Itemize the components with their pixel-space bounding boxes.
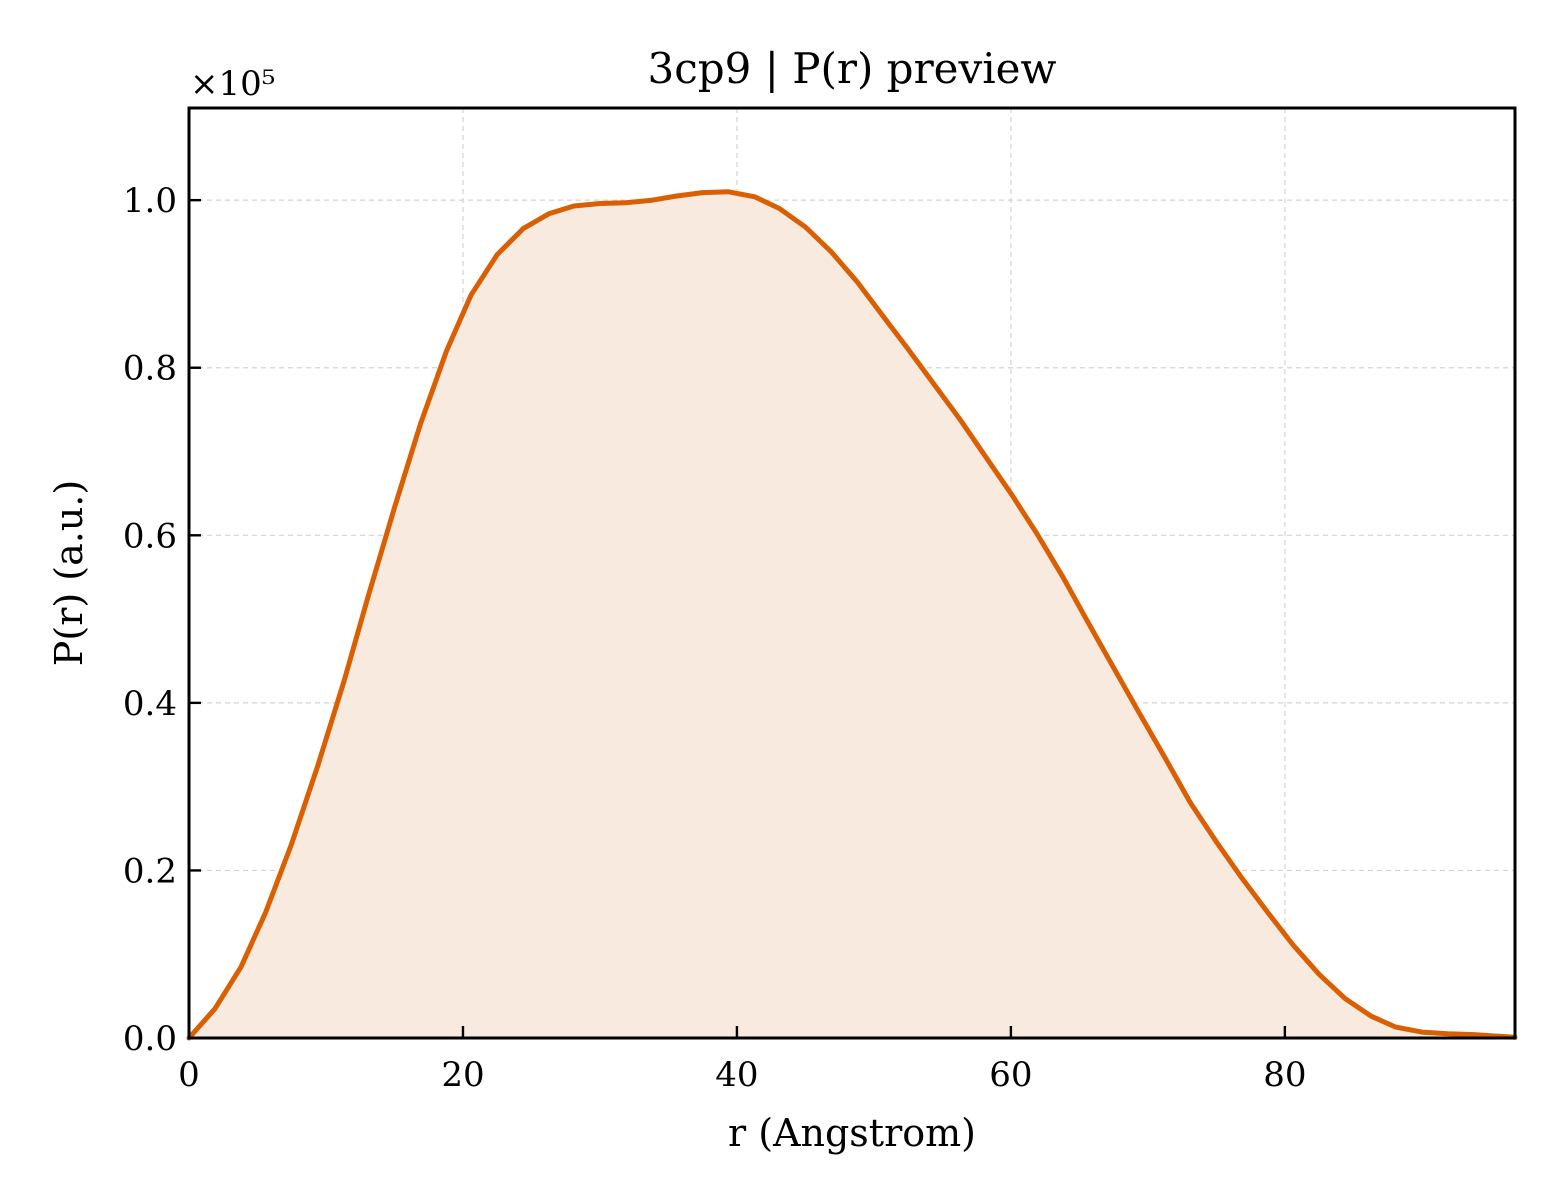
y-tick-label: 0.6 xyxy=(123,516,177,556)
y-tick-label: 0.2 xyxy=(123,851,177,891)
pr-area-fill xyxy=(189,191,1515,1039)
x-tick-label: 40 xyxy=(715,1055,758,1095)
y-tick-label: 1.0 xyxy=(123,181,177,221)
x-tick-label: 80 xyxy=(1263,1055,1306,1095)
y-tick-label: 0.0 xyxy=(123,1019,177,1059)
axis-ticks xyxy=(187,198,1287,1040)
y-offset-label: ×10⁵ xyxy=(190,64,275,104)
y-axis-label: P(r) (a.u.) xyxy=(47,480,91,666)
x-tick-label: 0 xyxy=(178,1055,200,1095)
chart-title: 3cp9 | P(r) preview xyxy=(648,44,1057,93)
y-tick-label: 0.8 xyxy=(123,349,177,389)
plot-frame xyxy=(187,106,1517,1040)
x-axis-label: r (Angstrom) xyxy=(728,1111,976,1155)
y-tick-label: 0.4 xyxy=(123,684,177,724)
pr-series-line xyxy=(186,189,1518,1041)
x-tick-label: 20 xyxy=(441,1055,484,1095)
x-tick-label: 60 xyxy=(989,1055,1032,1095)
